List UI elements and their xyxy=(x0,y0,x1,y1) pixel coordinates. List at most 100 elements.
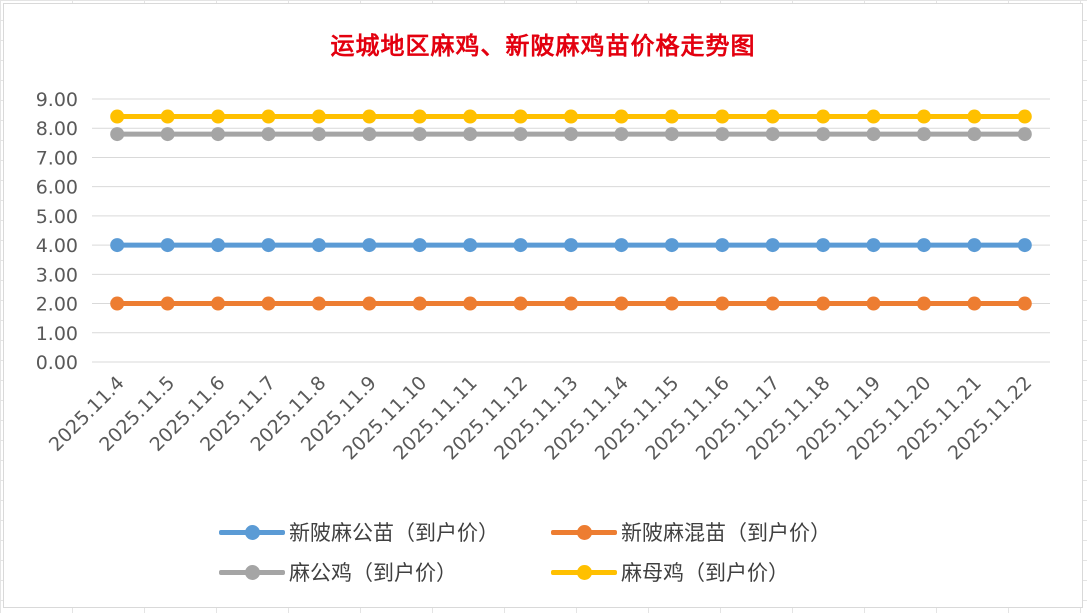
data-point xyxy=(463,127,478,142)
data-point xyxy=(412,296,427,311)
y-tick-label: 6.00 xyxy=(36,177,78,199)
data-point xyxy=(311,296,326,311)
data-point xyxy=(362,109,377,124)
legend-label: 麻母鸡（到户价） xyxy=(621,561,789,585)
data-point xyxy=(513,296,528,311)
data-point xyxy=(765,109,780,124)
data-point xyxy=(160,127,175,142)
legend-swatch xyxy=(219,522,285,542)
data-point xyxy=(715,296,730,311)
data-point xyxy=(916,127,931,142)
y-tick-label: 7.00 xyxy=(36,147,78,169)
legend-item-rooster[interactable]: 麻公鸡（到户价） xyxy=(219,557,457,587)
data-point xyxy=(412,238,427,253)
data-point xyxy=(160,109,175,124)
data-point xyxy=(110,296,125,311)
data-point xyxy=(564,109,578,124)
legend-item-mixed-chick[interactable]: 新陂麻混苗（到户价） xyxy=(551,517,831,547)
data-point xyxy=(866,296,881,311)
data-point xyxy=(866,109,881,124)
y-tick-label: 4.00 xyxy=(36,235,78,257)
data-point xyxy=(564,296,578,311)
y-tick-label: 1.00 xyxy=(36,323,78,345)
data-point xyxy=(866,127,881,142)
legend-swatch xyxy=(219,562,285,582)
data-point xyxy=(160,296,175,311)
data-point xyxy=(967,127,982,142)
data-point xyxy=(967,109,982,124)
legend-label: 麻公鸡（到户价） xyxy=(289,561,457,585)
y-tick-label: 0.00 xyxy=(36,352,78,374)
data-point xyxy=(916,109,931,124)
y-tick-label: 3.00 xyxy=(36,264,78,286)
data-point xyxy=(664,127,679,142)
legend-item-hen[interactable]: 麻母鸡（到户价） xyxy=(551,557,789,587)
data-point xyxy=(211,109,226,124)
legend-swatch xyxy=(551,562,617,582)
legend-label: 新陂麻公苗（到户价） xyxy=(289,521,499,545)
data-point xyxy=(412,127,427,142)
data-point xyxy=(513,109,528,124)
data-point xyxy=(816,238,831,253)
data-point xyxy=(715,127,730,142)
data-point xyxy=(967,238,982,253)
data-point xyxy=(715,238,730,253)
data-point xyxy=(412,109,427,124)
data-point xyxy=(564,238,578,253)
data-point xyxy=(211,296,226,311)
data-point xyxy=(513,238,528,253)
data-point xyxy=(816,296,831,311)
data-point xyxy=(110,238,125,253)
y-tick-label: 8.00 xyxy=(36,118,78,140)
data-point xyxy=(564,127,578,142)
data-point xyxy=(362,296,377,311)
data-point xyxy=(211,127,226,142)
data-point xyxy=(311,109,326,124)
data-point xyxy=(1017,109,1032,124)
data-point xyxy=(916,296,931,311)
data-point xyxy=(261,109,276,124)
data-point xyxy=(261,127,276,142)
data-point xyxy=(614,296,629,311)
chart-title: 运城地区麻鸡、新陂麻鸡苗价格走势图 xyxy=(330,31,756,60)
line-chart: 0.00 1.00 2.00 3.00 4.00 5.00 6.00 7.00 8.00 9.00… xyxy=(36,89,1050,464)
data-point xyxy=(1017,127,1032,142)
data-point xyxy=(664,238,679,253)
data-point xyxy=(765,296,780,311)
data-point xyxy=(916,238,931,253)
y-tick-label: 9.00 xyxy=(36,89,78,111)
data-point xyxy=(816,127,831,142)
legend-swatch xyxy=(551,522,617,542)
data-point xyxy=(261,296,276,311)
data-point xyxy=(211,238,226,253)
data-point xyxy=(664,109,679,124)
data-point xyxy=(463,296,478,311)
data-point xyxy=(967,296,982,311)
data-point xyxy=(311,238,326,253)
data-point xyxy=(362,127,377,142)
data-point xyxy=(614,127,629,142)
data-point xyxy=(311,127,326,142)
data-point xyxy=(362,238,377,253)
data-point xyxy=(866,238,881,253)
legend-label: 新陂麻混苗（到户价） xyxy=(621,521,831,545)
legend-item-male-chick[interactable]: 新陂麻公苗（到户价） xyxy=(219,517,499,547)
data-point xyxy=(513,127,528,142)
y-tick-label: 2.00 xyxy=(36,294,78,316)
data-point xyxy=(1017,238,1032,253)
data-point xyxy=(765,127,780,142)
data-point xyxy=(261,238,276,253)
data-point xyxy=(715,109,730,124)
chart-area[interactable]: 运城地区麻鸡、新陂麻鸡苗价格走势图 0.00 1.00 2.00 3.00 4.00 5.… xyxy=(3,3,1083,608)
data-point xyxy=(816,109,831,124)
y-tick-label: 5.00 xyxy=(36,206,78,228)
data-point xyxy=(110,127,125,142)
data-point xyxy=(664,296,679,311)
data-point xyxy=(614,109,629,124)
data-point xyxy=(614,238,629,253)
data-point xyxy=(160,238,175,253)
data-point xyxy=(1017,296,1032,311)
data-point xyxy=(110,109,125,124)
data-point xyxy=(463,238,478,253)
